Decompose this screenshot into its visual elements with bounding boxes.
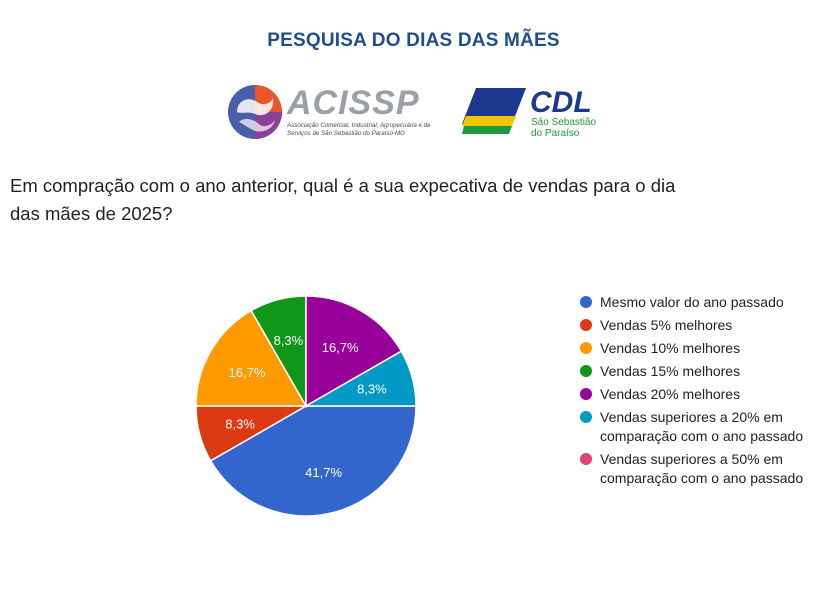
acissp-name: ACISSP [287, 84, 420, 122]
legend-label: Vendas 20% melhores [600, 386, 741, 402]
legend-item: Vendas 15% melhores [580, 362, 825, 381]
chart-legend: Mesmo valor do ano passado Vendas 5% melh… [580, 293, 825, 492]
pie-slice [305, 295, 403, 408]
legend-swatch [580, 365, 592, 377]
acissp-subtitle: Associação Comercial, Industrial, Agrope… [287, 122, 431, 137]
cdl-subtitle: São Sebastião do Paraíso [531, 117, 597, 139]
legend-item: Vendas 10% melhores [580, 339, 825, 358]
legend-label: Vendas superiores a 50% em comparação co… [600, 451, 804, 486]
cdl-name: CDL [530, 86, 592, 119]
legend-label: Vendas 15% melhores [600, 363, 741, 379]
pie-data-label: 8,3% [357, 381, 387, 396]
legend-item: Vendas 20% melhores [580, 385, 825, 404]
pie-slice [303, 350, 417, 407]
logos-row: ACISSP Associação Comercial, Industrial,… [0, 82, 827, 146]
pie-slice [195, 309, 308, 407]
pie-data-label: 16,7% [229, 365, 266, 380]
legend-item: Vendas 5% melhores [580, 316, 825, 335]
legend-swatch [580, 453, 592, 465]
cdl-emblem-icon [462, 88, 526, 134]
pie-data-label: 41,7% [305, 465, 342, 480]
legend-item: Vendas superiores a 50% em comparação co… [580, 450, 825, 488]
legend-label: Vendas 5% melhores [600, 317, 733, 333]
acissp-emblem-icon [228, 85, 282, 139]
legend-swatch [580, 411, 592, 423]
page-title: PESQUISA DO DIAS DAS MÃES [267, 30, 560, 51]
survey-question: Em compração com o ano anterior, qual é … [10, 175, 676, 224]
acissp-logo: ACISSP Associação Comercial, Industrial,… [227, 82, 442, 146]
legend-swatch [580, 342, 592, 354]
pie-data-label: 16,7% [322, 340, 359, 355]
pie-slice [209, 405, 417, 517]
legend-swatch [580, 319, 592, 331]
legend-swatch [580, 296, 592, 308]
cdl-logo: CDL São Sebastião do Paraíso [462, 86, 602, 142]
legend-label: Vendas superiores a 20% em comparação co… [600, 409, 804, 444]
pie-chart: 41,7% 8,3% 16,7% 8,3% 16,7% 8,3% [195, 295, 417, 517]
legend-swatch [580, 388, 592, 400]
legend-item: Mesmo valor do ano passado [580, 293, 825, 312]
legend-item: Vendas superiores a 20% em comparação co… [580, 408, 825, 446]
pie-data-label: 8,3% [225, 417, 255, 432]
pie-data-label: 8,3% [274, 333, 304, 348]
legend-label: Vendas 10% melhores [600, 340, 741, 356]
legend-label: Mesmo valor do ano passado [600, 294, 784, 310]
